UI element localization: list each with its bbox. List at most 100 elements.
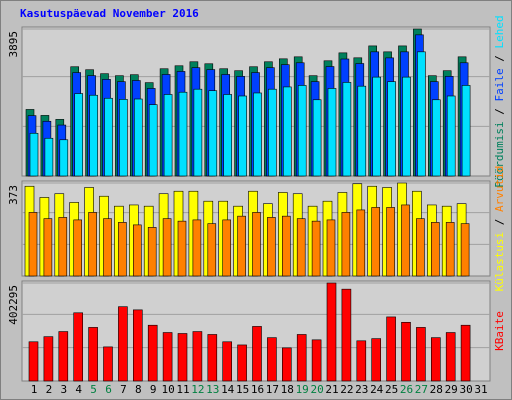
bar xyxy=(326,282,337,382)
legend: KBaite xyxy=(493,311,506,351)
bar xyxy=(281,215,291,277)
bar xyxy=(133,309,143,382)
bar xyxy=(88,327,98,382)
bar xyxy=(88,212,97,277)
x-tick-label: 23 xyxy=(355,383,368,396)
bar xyxy=(417,51,426,177)
bar xyxy=(312,99,322,177)
bar xyxy=(268,88,277,177)
bar xyxy=(178,91,188,177)
legend: Pöördumisi / Faile / Lehed xyxy=(493,15,506,187)
bar xyxy=(118,306,128,382)
bar xyxy=(162,332,173,382)
x-tick-label: 16 xyxy=(251,383,264,396)
bar xyxy=(118,222,127,277)
x-tick-label: 22 xyxy=(340,383,353,396)
x-tick-label: 13 xyxy=(206,383,219,396)
x-tick-label: 14 xyxy=(221,383,235,396)
bar xyxy=(222,219,231,277)
bar xyxy=(222,341,232,382)
legend-entry: Pöördumisi xyxy=(493,121,506,187)
bar xyxy=(162,218,172,277)
bar xyxy=(163,94,173,177)
bar xyxy=(461,85,471,177)
legend-separator: / xyxy=(493,49,506,69)
x-tick-label: 6 xyxy=(105,383,112,396)
bar xyxy=(238,95,247,177)
x-tick-label: 7 xyxy=(120,383,127,396)
x-tick-label: 18 xyxy=(281,383,294,396)
bar xyxy=(253,92,262,177)
bar xyxy=(371,207,381,277)
x-tick-label: 1 xyxy=(31,383,38,396)
x-tick-label: 12 xyxy=(191,383,204,396)
bar xyxy=(356,209,366,277)
bar xyxy=(387,81,396,177)
bar xyxy=(445,222,455,277)
bar xyxy=(341,212,351,277)
bar xyxy=(430,337,441,382)
bar xyxy=(401,204,410,277)
bar xyxy=(237,344,247,382)
bar xyxy=(386,207,395,277)
x-tick-label: 26 xyxy=(400,383,413,396)
legend-entry: Faile xyxy=(493,68,506,101)
bar xyxy=(326,219,336,277)
bar xyxy=(371,338,382,382)
bar xyxy=(342,82,352,177)
bar xyxy=(296,218,306,277)
x-tick-label: 28 xyxy=(430,383,443,396)
bar xyxy=(104,97,113,177)
bar xyxy=(148,104,158,177)
bar xyxy=(73,312,83,382)
x-tick-label: 5 xyxy=(90,383,97,396)
bar xyxy=(311,339,322,382)
x-tick-label: 29 xyxy=(445,383,458,396)
bar xyxy=(29,132,39,177)
bar xyxy=(193,88,203,177)
x-tick-label: 3 xyxy=(60,383,67,396)
bar xyxy=(446,95,456,177)
y-tick-label: 373 xyxy=(7,185,20,205)
bar xyxy=(401,321,411,382)
bar xyxy=(431,99,441,177)
bar xyxy=(44,137,54,177)
bar xyxy=(147,227,157,277)
bar xyxy=(267,337,277,382)
bar xyxy=(177,333,188,382)
bar xyxy=(74,93,83,177)
bar xyxy=(73,219,82,277)
bar xyxy=(460,324,471,382)
x-tick-label: 27 xyxy=(415,383,428,396)
bar xyxy=(192,331,203,382)
bar xyxy=(177,220,187,277)
x-tick-label: 9 xyxy=(150,383,157,396)
bar xyxy=(357,85,367,177)
bar xyxy=(59,139,69,177)
x-tick-label: 4 xyxy=(75,383,82,396)
bar xyxy=(297,85,307,177)
bar xyxy=(207,223,217,277)
legend-separator: / xyxy=(493,102,506,122)
bar xyxy=(43,218,53,277)
bar xyxy=(341,288,352,382)
x-tick-label: 8 xyxy=(135,383,142,396)
legend: Külastusi / Arvutid xyxy=(493,166,506,292)
x-tick-label: 10 xyxy=(161,383,174,396)
bar xyxy=(28,341,39,382)
bar xyxy=(386,316,396,382)
bar xyxy=(296,334,307,382)
x-tick-label: 31 xyxy=(474,383,487,396)
x-tick-label: 24 xyxy=(370,383,384,396)
bar xyxy=(267,217,276,277)
bar xyxy=(43,336,54,382)
bar xyxy=(430,222,440,277)
x-tick-label: 30 xyxy=(459,383,472,396)
bar xyxy=(119,99,128,177)
y-tick-label: 402295 xyxy=(7,285,20,325)
x-tick-label: 2 xyxy=(46,383,53,396)
legend-entry: Arvutid xyxy=(493,166,506,212)
bar xyxy=(89,94,98,177)
x-tick-label: 21 xyxy=(325,383,338,396)
